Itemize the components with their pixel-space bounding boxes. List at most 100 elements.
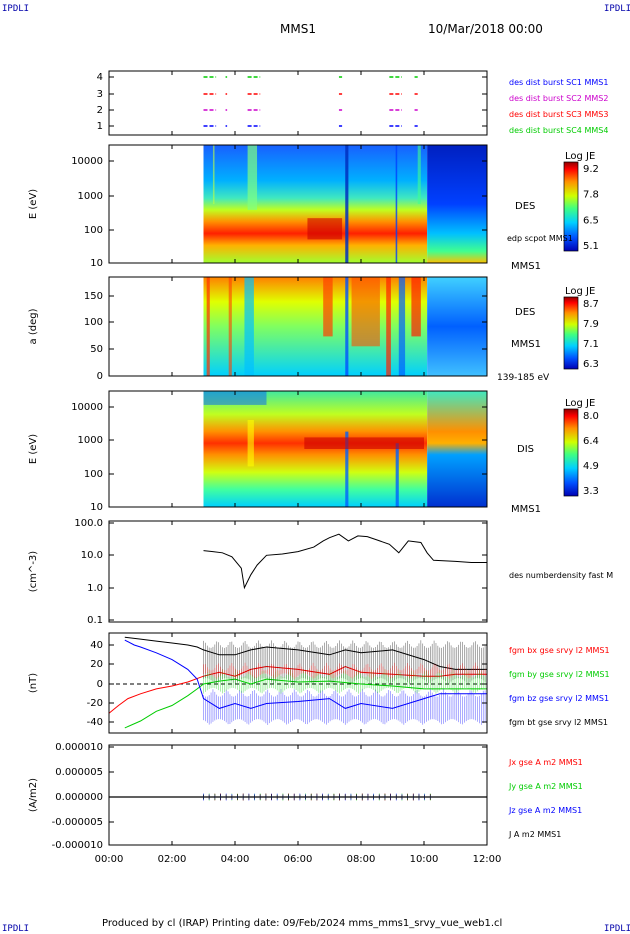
panel-frame <box>108 70 488 136</box>
spectrogram-stripe <box>345 145 349 263</box>
y-tick-label: -0.000005 <box>52 817 103 828</box>
header-date: 10/Mar/2018 00:00 <box>428 22 543 36</box>
corner-label-top-left: IPDLI <box>2 4 30 14</box>
panel-side-label: DES <box>515 307 535 318</box>
legend-entry: des dist burst SC1 MMS1 <box>509 78 608 87</box>
density-line <box>203 533 487 590</box>
footer-text: Produced by cl (IRAP) Printing date: 09/… <box>102 918 503 929</box>
colorbar-title: Log JE <box>565 151 595 162</box>
y-tick-label: 20 <box>90 659 103 670</box>
colorbar-tick-label: 6.5 <box>583 215 599 226</box>
legend-entry: des dist burst SC2 MMS2 <box>509 94 608 103</box>
y-tick-label: 1 <box>97 121 103 132</box>
spectrogram-stripe <box>247 145 258 210</box>
y-tick-label: -20 <box>87 698 103 709</box>
y-tick-label: 1.0 <box>87 583 103 594</box>
spectrogram-stripe <box>398 277 406 376</box>
spectrogram-block <box>427 277 487 376</box>
y-tick-label: 4 <box>97 72 103 83</box>
colorbar <box>563 161 579 252</box>
legend-entry: des dist burst SC4 MMS4 <box>509 126 608 135</box>
y-tick-label: 0.000010 <box>55 742 103 753</box>
spectrogram-stripe <box>212 145 215 204</box>
field-line <box>124 639 487 709</box>
legend-entry: fgm bz gse srvy l2 MMS1 <box>509 694 609 703</box>
legend-entry: J A m2 MMS1 <box>508 830 561 839</box>
spectrogram-block <box>203 145 428 263</box>
y-tick-label: 3 <box>97 89 103 100</box>
y-axis-label: (nT) <box>28 673 39 693</box>
panel-side-label: MMS1 <box>511 339 541 350</box>
spectrogram-stripe <box>206 277 210 376</box>
x-tick-label: 00:00 <box>95 854 124 865</box>
panel-side-label: MMS1 <box>511 504 541 515</box>
colorbar <box>563 408 579 497</box>
spectrogram-stripe <box>411 277 421 337</box>
spectrogram-stripe <box>345 277 349 376</box>
colorbar-tick-label: 4.9 <box>583 461 599 472</box>
spectrogram-block <box>427 391 487 507</box>
legend-entry: fgm by gse srvy l2 MMS1 <box>509 670 610 679</box>
y-axis-label: (cm^-3) <box>28 551 39 592</box>
legend-entry: fgm bt gse srvy l2 MMS1 <box>509 718 608 727</box>
spectrogram-stripe <box>203 391 267 405</box>
y-tick-label: 0.1 <box>87 615 103 626</box>
panel-side-label: MMS1 <box>511 261 541 272</box>
panel-side-label: DES <box>515 201 535 212</box>
y-tick-label: 0 <box>97 371 103 382</box>
y-tick-label: 40 <box>90 640 103 651</box>
field-line <box>124 678 487 729</box>
panel-side-label: 139-185 eV <box>497 373 550 383</box>
colorbar-tick-label: 7.8 <box>583 190 599 201</box>
header-spacecraft: MMS1 <box>280 22 316 36</box>
y-axis-label: E (eV) <box>28 189 39 219</box>
colorbar-tick-label: 7.1 <box>583 339 599 350</box>
legend-entry: des dist burst SC3 MMS3 <box>509 110 608 119</box>
spectrogram-stripe <box>417 145 421 204</box>
y-axis-label: E (eV) <box>28 434 39 464</box>
colorbar-title: Log JE <box>565 286 595 297</box>
y-tick-label: 10000 <box>71 156 103 167</box>
colorbar-tick-label: 8.7 <box>583 299 599 310</box>
y-tick-label: 100 <box>84 469 103 480</box>
spectrogram-stripe <box>323 277 333 337</box>
y-tick-label: 1000 <box>78 191 103 202</box>
y-tick-label: 100 <box>84 225 103 236</box>
spectrogram-stripe <box>345 431 349 507</box>
y-tick-label: 1000 <box>78 435 103 446</box>
y-tick-label: 100.0 <box>74 518 103 529</box>
y-tick-label: 50 <box>90 344 103 355</box>
panel-side-label: DIS <box>517 444 534 455</box>
colorbar <box>563 296 579 370</box>
corner-label-top-right: IPDLI <box>604 4 630 14</box>
y-axis-label: a (deg) <box>28 308 39 344</box>
legend-entry: Jy gse A m2 MMS1 <box>508 782 583 791</box>
spectrogram-block <box>203 277 428 376</box>
x-tick-label: 04:00 <box>221 854 250 865</box>
spectrogram-stripe <box>247 420 254 467</box>
legend-entry: Jz gse A m2 MMS1 <box>508 806 582 815</box>
y-tick-label: 150 <box>84 291 103 302</box>
y-axis-label: (A/m2) <box>28 778 39 812</box>
spectrogram-block <box>427 145 487 263</box>
legend-entry: Jx gse A m2 MMS1 <box>508 758 583 767</box>
colorbar-title: Log JE <box>565 398 595 409</box>
spectrogram-stripe <box>395 145 398 263</box>
panel-side-label: edp scpot MMS1 <box>507 234 573 243</box>
y-tick-label: 10 <box>90 502 103 513</box>
x-tick-label: 02:00 <box>158 854 187 865</box>
panel-frame <box>108 520 488 623</box>
spectrogram-stripe <box>228 277 232 376</box>
legend-entry: des numberdensity fast M <box>509 571 613 580</box>
colorbar-tick-label: 9.2 <box>583 164 599 175</box>
y-tick-label: 0.000000 <box>55 792 103 803</box>
y-tick-label: 0.000005 <box>55 767 103 778</box>
y-tick-label: 0 <box>97 679 103 690</box>
colorbar-tick-label: 3.3 <box>583 486 599 497</box>
x-tick-label: 08:00 <box>347 854 376 865</box>
y-tick-label: -40 <box>87 717 103 728</box>
spectrogram-stripe <box>244 277 254 376</box>
spectrogram-stripe <box>307 218 343 240</box>
y-tick-label: -0.000010 <box>52 840 103 851</box>
